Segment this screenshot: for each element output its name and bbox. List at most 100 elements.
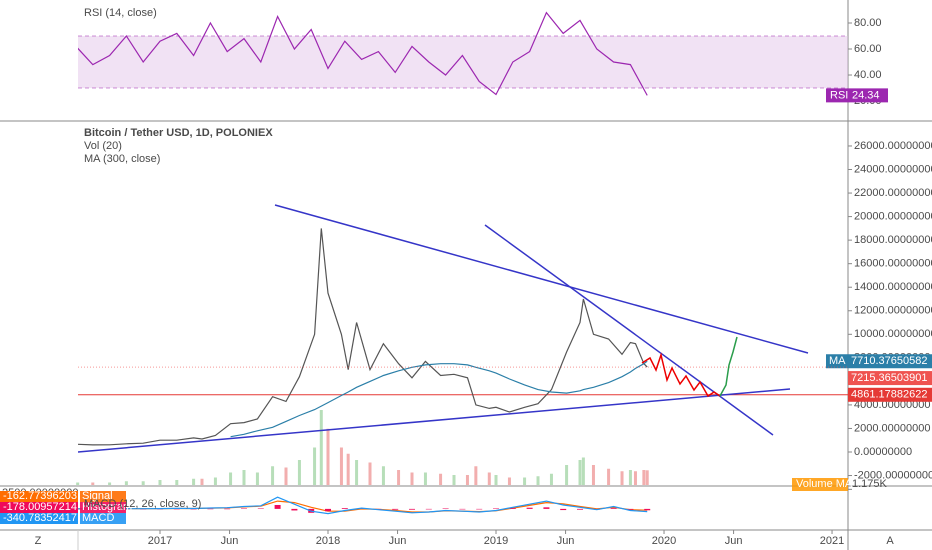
volume-bar (242, 470, 246, 485)
volume-bar (487, 472, 491, 485)
volume-bar (381, 466, 385, 485)
y-tick-label: 22000.00000000 (854, 187, 932, 199)
macd-legend-name: Signal (82, 490, 113, 502)
volume-bar (368, 462, 372, 485)
histogram-bar (240, 508, 247, 509)
chart-title: Bitcoin / Tether USD, 1D, POLONIEX (84, 127, 273, 139)
macd-value-bg (0, 513, 78, 524)
histogram-bar (442, 508, 449, 509)
histogram-bar (627, 508, 634, 510)
volume-bar (439, 473, 443, 485)
projection-path (641, 352, 721, 398)
pane-title: RSI (14, close) (84, 7, 157, 19)
rsi-tag-value: 24.34 (852, 89, 880, 101)
y-tick-label: 40.00 (854, 69, 882, 81)
volume-bar (628, 470, 632, 485)
volume-bar (200, 478, 204, 485)
volume-bar (633, 471, 637, 485)
x-tick-label: 2021 (820, 535, 844, 547)
histogram-bar (325, 508, 332, 512)
volume-bar (507, 477, 511, 485)
volume-bar (565, 465, 569, 485)
volume-bar (423, 472, 427, 485)
y-tick-label: 80.00 (854, 17, 882, 29)
y-tick-label: 0.00000000 (854, 446, 912, 458)
price-level-label-bg (848, 387, 932, 402)
x-tick-label: 2020 (652, 535, 676, 547)
histogram-bar (425, 508, 432, 510)
volume-bar (355, 460, 359, 485)
macd-legend-name: Histogram (82, 501, 132, 513)
ma-tag-bg (826, 354, 848, 369)
series-line (78, 228, 648, 446)
trendline (274, 204, 809, 354)
x-tick-label: Jun (557, 535, 575, 547)
y-tick-label: 16000.00000000 (854, 258, 932, 270)
volume-bar (192, 478, 196, 485)
histogram-bar (560, 508, 567, 511)
volume-bar (284, 467, 288, 485)
volume-bar (255, 472, 259, 485)
volume-bar (591, 465, 595, 485)
volume-bar (346, 453, 350, 485)
trendline (484, 224, 774, 436)
x-tick-label: Jun (221, 535, 239, 547)
series-line (78, 11, 648, 96)
x-tick-label: Jun (725, 535, 743, 547)
volume-bar (339, 447, 343, 485)
ma-tag-value: 7710.37650582 (851, 355, 927, 367)
x-tick-label: 2019 (484, 535, 508, 547)
projection-path (719, 336, 738, 397)
rsi-tag-bg (826, 88, 888, 103)
trendline (78, 388, 791, 453)
macd-value-bg (0, 502, 78, 513)
toolbar-button[interactable]: Z (35, 535, 42, 547)
histogram-bar (493, 508, 500, 509)
volume-bar (91, 482, 95, 485)
y-tick-label: -2000.00000000 (854, 469, 932, 481)
volume-bar (645, 470, 649, 485)
volume-bar (326, 428, 330, 485)
volume-bar (581, 457, 585, 485)
histogram-bar (224, 508, 231, 510)
volume-bar (229, 472, 233, 485)
volume-bar (465, 475, 469, 485)
y-tick-label: 4000.00000000 (854, 399, 930, 411)
volume-bar (319, 410, 323, 485)
histogram-bar (610, 508, 617, 509)
rsi-band (78, 36, 848, 89)
volume-bar (397, 470, 401, 485)
drawings (78, 204, 809, 453)
macd-value: -340.78352417 (3, 512, 77, 524)
volume-ma-name: Volume MA (796, 478, 853, 490)
volume-bar (536, 476, 540, 485)
volume-bar (642, 470, 646, 485)
volume-bar (76, 482, 80, 485)
pane-title: MACD (12, 26, close, 9) (84, 498, 201, 510)
volume-bar (213, 477, 217, 485)
macd-legend-bg (80, 513, 126, 524)
y-tick-label: 26000.00000000 (854, 140, 932, 152)
volume-bar (523, 477, 527, 485)
histogram-bar (274, 504, 281, 509)
macd-legend-name: MACD (82, 512, 114, 524)
toolbar-button[interactable]: A (886, 535, 894, 547)
ma-tag-value-bg (848, 354, 932, 369)
price-level-label: 4861.17882622 (851, 389, 927, 401)
y-tick-label: 2000.00000000 (854, 422, 930, 434)
macd-legend-bg (80, 502, 126, 513)
volume-bar (474, 466, 478, 485)
volume-bar (620, 471, 624, 485)
volume-bar (124, 481, 128, 485)
histogram-bar (509, 508, 516, 509)
histogram-bar (291, 508, 298, 511)
y-tick-label: 24000.00000000 (854, 163, 932, 175)
volume-bar (175, 480, 179, 485)
volume-bar (141, 481, 145, 485)
volume-bar (578, 460, 582, 485)
volume-bar (271, 466, 275, 485)
volume-ma-bg (792, 478, 848, 491)
volume-bar (494, 475, 498, 485)
